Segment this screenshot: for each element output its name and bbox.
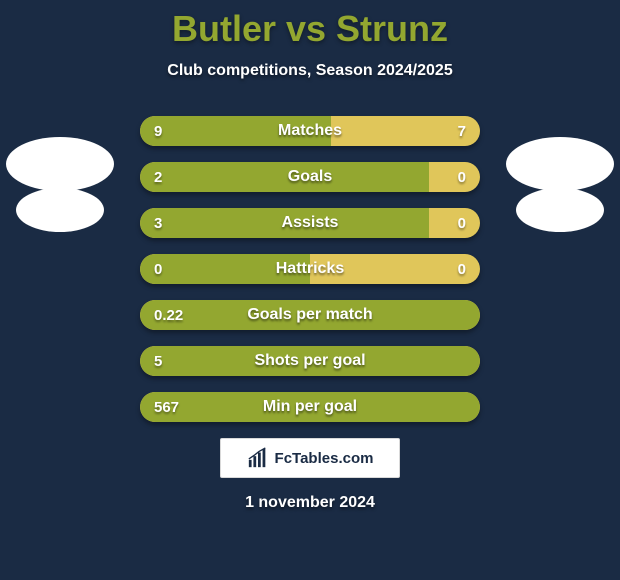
subtitle: Club competitions, Season 2024/2025 (0, 62, 620, 80)
watermark-text: FcTables.com (275, 450, 374, 467)
page-title: Butler vs Strunz (0, 0, 620, 50)
stat-label: Shots per goal (140, 346, 480, 376)
stat-row: 30Assists (140, 208, 480, 238)
chart-icon (247, 447, 269, 469)
stat-row: 5Shots per goal (140, 346, 480, 376)
date-label: 1 november 2024 (0, 494, 620, 512)
stat-label: Goals (140, 162, 480, 192)
stats-bars: 97Matches 20Goals 30Assists 00Hattricks 0.22… (140, 116, 480, 422)
player-right-flag (516, 188, 604, 232)
stat-label: Min per goal (140, 392, 480, 422)
stat-row: 20Goals (140, 162, 480, 192)
stat-row: 00Hattricks (140, 254, 480, 284)
player-right-avatar (506, 137, 614, 191)
watermark: FcTables.com (220, 438, 400, 478)
stat-label: Assists (140, 208, 480, 238)
player-left-flag (16, 188, 104, 232)
stat-label: Goals per match (140, 300, 480, 330)
player-left-avatar (6, 137, 114, 191)
stat-label: Matches (140, 116, 480, 146)
stat-row: 567Min per goal (140, 392, 480, 422)
stat-row: 97Matches (140, 116, 480, 146)
stat-row: 0.22Goals per match (140, 300, 480, 330)
stat-label: Hattricks (140, 254, 480, 284)
